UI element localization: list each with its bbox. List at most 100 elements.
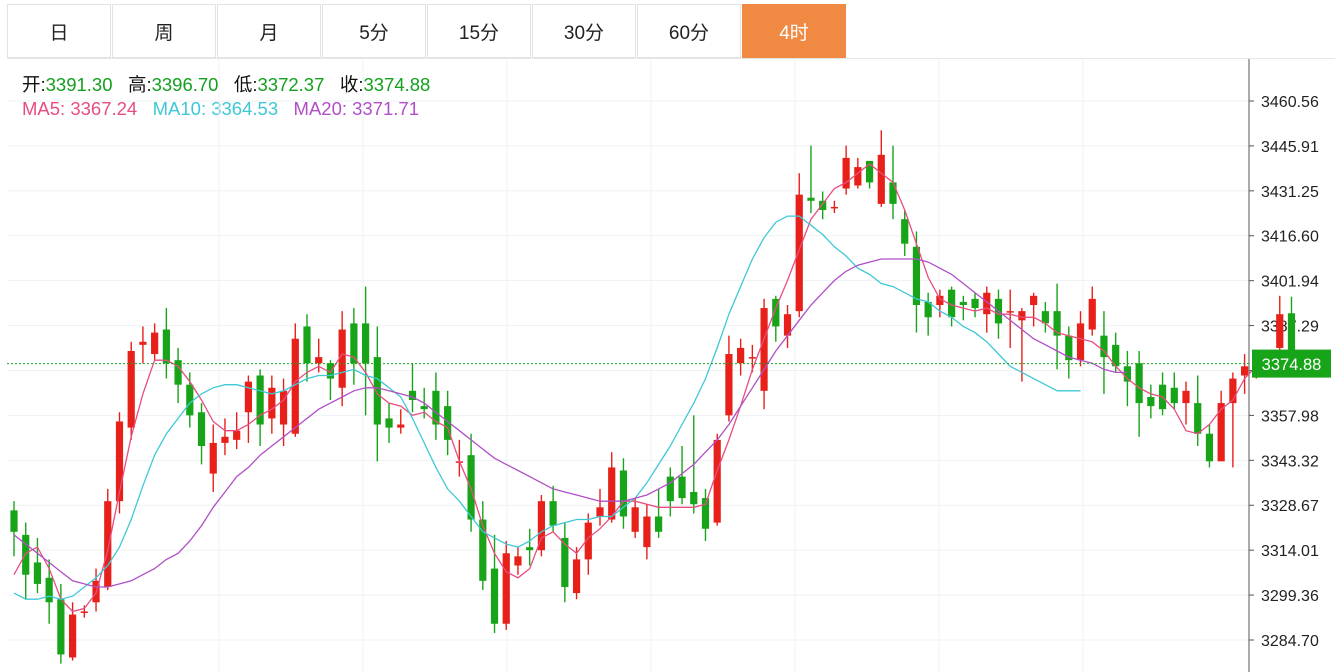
candle-body (57, 599, 65, 655)
tab-4hour[interactable]: 4时 (742, 4, 846, 58)
tab-day[interactable]: 日 (7, 4, 111, 58)
candle-body (303, 326, 311, 364)
candle-body (22, 534, 30, 575)
candle-body (385, 418, 393, 428)
candle-body (326, 363, 335, 379)
candle-body (209, 442, 217, 474)
tab-30min[interactable]: 30分 (532, 4, 636, 58)
tab-month[interactable]: 月 (217, 4, 321, 58)
candle-body (1170, 387, 1178, 404)
y-tick-label: 3431.25 (1261, 184, 1319, 201)
ma-line-ma10 (13, 215, 1081, 600)
candle-body (983, 292, 991, 315)
candle-body (1194, 403, 1202, 434)
tab-5min[interactable]: 5分 (322, 4, 426, 58)
candle-body (631, 507, 639, 532)
candle-body (244, 381, 252, 413)
candle-body (256, 375, 264, 425)
tabs-divider (7, 58, 1335, 59)
ma5-label: MA5: (22, 98, 66, 119)
candle-body (1182, 390, 1190, 404)
candle-body (1100, 335, 1108, 358)
tab-60min[interactable]: 60分 (637, 4, 741, 58)
candle-body (104, 501, 112, 587)
candle-body (748, 357, 756, 359)
candle-body (33, 562, 42, 584)
candle-body (151, 332, 159, 355)
candle-body (1088, 298, 1096, 330)
tab-15min[interactable]: 15分 (427, 4, 531, 58)
candle-body (608, 467, 616, 520)
candle-body (865, 160, 874, 183)
candle-body (924, 301, 932, 318)
candle-body (139, 341, 147, 345)
candle-body (959, 301, 967, 306)
candle-body (1205, 433, 1214, 462)
candle-body (1276, 314, 1284, 348)
candle-body (666, 476, 674, 502)
candle-body (315, 357, 323, 364)
candle-body (819, 200, 827, 210)
ma-line-ma20 (13, 258, 1128, 588)
last-price-tag (1252, 349, 1331, 378)
y-tick-label: 3445.91 (1261, 139, 1319, 156)
candle-body (1217, 403, 1225, 462)
candle-body (655, 516, 663, 532)
candle-body (127, 350, 135, 428)
ma-line-ma5 (13, 163, 1257, 613)
candle-body (783, 314, 792, 336)
candle-body (619, 470, 628, 517)
candle-body (760, 308, 768, 391)
candle-body (432, 390, 440, 425)
candle-body (678, 476, 686, 499)
candle-body (373, 357, 381, 425)
candle-body (725, 354, 733, 416)
candle-body (842, 157, 850, 189)
candle-body (362, 323, 370, 364)
candle-body (936, 295, 944, 306)
y-tick-label: 3460.56 (1261, 94, 1319, 111)
candle-body (549, 501, 557, 526)
ma10-value: 3364.53 (211, 98, 279, 119)
candle-body (490, 568, 499, 624)
candle-body (397, 424, 405, 428)
candle-body (572, 559, 581, 594)
candle-body (233, 430, 241, 440)
period-tabs: 日 周 月 5分 15分 30分 60分 4时 (7, 4, 847, 58)
low-label: 低: (233, 74, 258, 95)
high-value: 3396.70 (151, 74, 219, 95)
candle-body (561, 537, 569, 587)
candle-body (186, 384, 194, 416)
candle-body (807, 197, 815, 201)
open-label: 开: (22, 74, 46, 95)
close-label: 收: (339, 74, 364, 95)
tab-week[interactable]: 周 (112, 4, 216, 58)
candle-body (690, 491, 698, 505)
candle-body (420, 406, 428, 410)
candle-body (1123, 366, 1131, 382)
candle-body (901, 219, 909, 244)
candle-body (948, 289, 956, 318)
candle-body (115, 421, 124, 502)
candle-body (643, 516, 651, 548)
candle-body (10, 510, 18, 532)
candle-body (701, 498, 710, 529)
candle-body (1030, 295, 1038, 306)
candle-body (197, 412, 206, 446)
candle-body (1112, 344, 1120, 367)
candle-body (1241, 366, 1249, 376)
candle-body (1147, 396, 1155, 407)
last-price-label: 3374.88 (1262, 356, 1322, 374)
candle-body (291, 338, 299, 434)
candle-body (162, 329, 170, 364)
candle-body (713, 439, 721, 523)
candle-body (1053, 311, 1061, 336)
y-tick-label: 3314.01 (1261, 543, 1319, 560)
low-value: 3372.37 (257, 74, 325, 95)
y-tick-label: 3401.94 (1261, 274, 1319, 291)
candle-body (69, 614, 77, 658)
ma10-label: MA10: (152, 98, 207, 119)
candle-body (596, 507, 604, 517)
candle-body (1287, 313, 1296, 364)
